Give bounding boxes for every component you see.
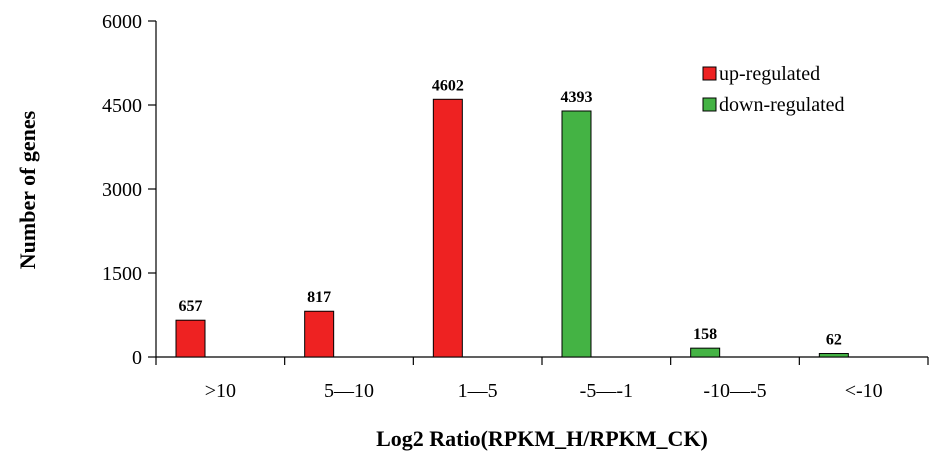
legend-label-down-regulated: down-regulated (719, 94, 845, 116)
x-category-label: 1—5 (458, 380, 498, 402)
legend-swatch-down-regulated (702, 97, 717, 112)
y-axis: 0 1500 3000 4500 6000 (102, 11, 157, 369)
legend-swatch-up-regulated (702, 66, 717, 81)
y-tick-label: 0 (132, 347, 142, 369)
bar-up-regulated (304, 310, 335, 358)
bar-up-regulated (432, 98, 463, 358)
bar-down-regulated (690, 347, 721, 358)
y-tick-label: 1500 (102, 263, 142, 285)
data-labels: 657 817 4602 4393 158 62 (179, 77, 842, 348)
bar-value-label: 4393 (561, 89, 593, 106)
bar-down-regulated (818, 353, 849, 358)
y-tick-label: 4500 (102, 95, 142, 117)
bars (175, 98, 849, 358)
x-axis-title: Log2 Ratio(RPKM_H/RPKM_CK) (376, 426, 708, 451)
legend-label-up-regulated: up-regulated (719, 63, 820, 85)
bar-up-regulated (175, 319, 206, 358)
bar-value-label: 4602 (432, 77, 464, 94)
x-category-label: >10 (205, 380, 236, 402)
y-axis-title: Number of genes (15, 110, 40, 269)
bar-value-label: 158 (693, 326, 717, 343)
x-category-label: -10—-5 (703, 380, 766, 402)
x-category-label: 5—10 (324, 380, 374, 402)
x-category-label: -5—-1 (580, 380, 633, 402)
bar-down-regulated (561, 110, 592, 358)
y-tick-label: 3000 (102, 179, 142, 201)
bar-value-label: 657 (179, 298, 203, 315)
y-tick-label: 6000 (102, 11, 142, 33)
x-axis: >10 5—10 1—5 -5—-1 -10—-5 <-10 (155, 356, 929, 402)
bar-value-label: 62 (826, 332, 842, 349)
bar-value-label: 817 (307, 289, 331, 306)
x-category-label: <-10 (845, 380, 883, 402)
legend: up-regulated down-regulated (702, 63, 845, 116)
